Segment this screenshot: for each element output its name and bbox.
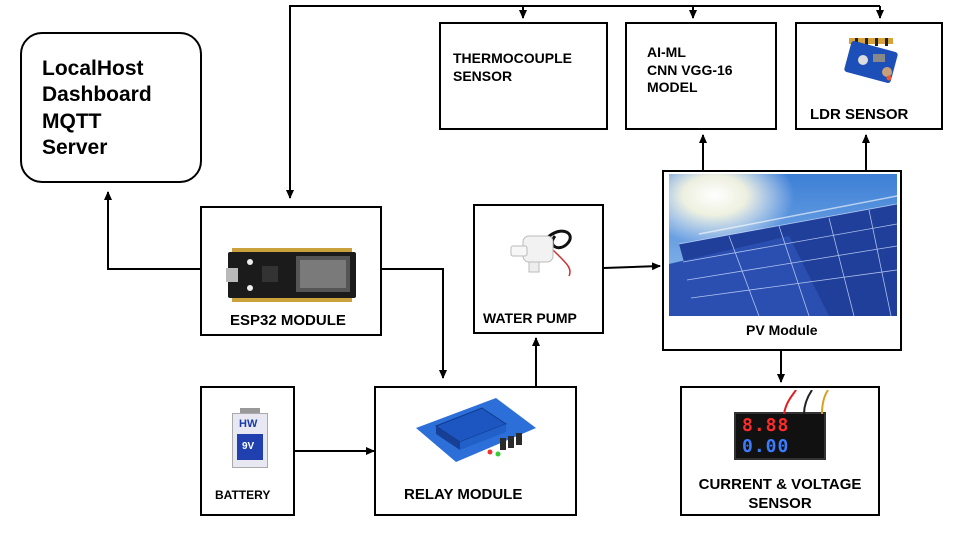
meter-wires	[783, 390, 829, 414]
dashboard-label: LocalHost Dashboard MQTT Server	[42, 57, 152, 159]
arrow-bus-to-esp32	[286, 5, 880, 199]
aiml-box: AI-ML CNN VGG-16 MODEL	[625, 22, 777, 130]
ldr-module-image	[844, 38, 898, 83]
esp32-label: ESP32 MODULE	[230, 312, 346, 329]
water-pump-image	[510, 229, 572, 277]
thermocouple-label: THERMOCOUPLE SENSOR	[453, 50, 572, 84]
sensor-box: 8.88 0.00 CURRENT & VOLTAGE SENSOR	[680, 386, 880, 516]
relay-box: RELAY MODULE	[374, 386, 577, 516]
arrow-esp32-to-dashboard	[104, 191, 200, 270]
pv-box: PV Module	[662, 170, 902, 351]
battery-brand-label: HW	[239, 418, 258, 430]
arrow-pump-to-pv	[603, 262, 661, 271]
pump-label: WATER PUMP	[483, 310, 577, 326]
pv-label: PV Module	[746, 322, 818, 338]
battery-label: BATTERY	[215, 488, 271, 502]
esp32-board-image	[226, 248, 356, 302]
sensor-label: CURRENT & VOLTAGE SENSOR	[698, 476, 862, 512]
meter-display: 8.88 0.00	[734, 412, 826, 460]
solar-panel-image	[669, 174, 897, 316]
esp32-box: ESP32 MODULE	[200, 206, 382, 336]
aiml-label: AI-ML CNN VGG-16 MODEL	[647, 44, 733, 95]
relay-label: RELAY MODULE	[404, 486, 523, 503]
dashboard-box: LocalHost Dashboard MQTT Server	[20, 32, 202, 183]
battery-voltage-label: 9V	[242, 441, 255, 452]
meter-top-reading: 8.88	[742, 415, 790, 436]
thermocouple-box: THERMOCOUPLE SENSOR	[439, 22, 608, 130]
battery-box: HW 9V BATTERY	[200, 386, 295, 516]
battery-image: HW 9V	[232, 408, 268, 468]
pump-box: WATER PUMP	[473, 204, 604, 334]
arrow-esp32-to-relay	[381, 268, 447, 379]
ldr-box: LDR SENSOR	[795, 22, 943, 130]
relay-board-image	[416, 398, 536, 462]
ldr-label: LDR SENSOR	[810, 106, 909, 123]
meter-bottom-reading: 0.00	[742, 436, 790, 457]
